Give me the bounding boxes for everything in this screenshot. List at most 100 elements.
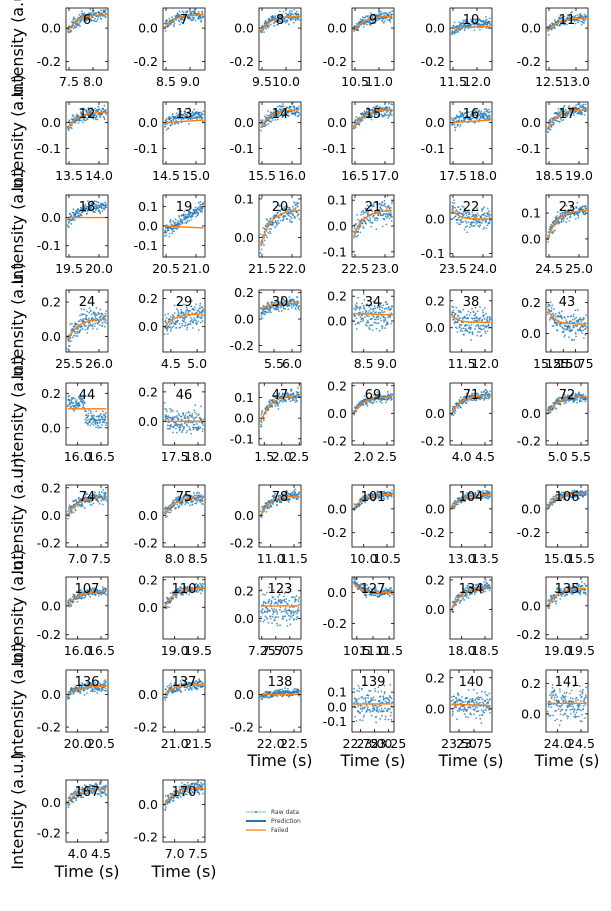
data-point (97, 105, 100, 108)
panel-id-label: 46 (176, 388, 193, 403)
data-point (472, 311, 475, 314)
data-point (193, 426, 195, 429)
data-point (293, 201, 296, 204)
data-point (170, 410, 172, 413)
data-point (191, 412, 194, 415)
data-point (489, 318, 492, 321)
x-tick-label: 26.0 (85, 356, 113, 371)
data-point (367, 315, 370, 318)
data-point (191, 215, 194, 218)
data-point (578, 19, 581, 22)
panel-id-label: 21 (365, 200, 382, 215)
data-point (487, 111, 490, 114)
data-point (297, 307, 300, 310)
data-point (467, 317, 470, 320)
data-point (290, 110, 293, 113)
data-point (460, 218, 463, 221)
data-point (268, 17, 271, 20)
data-point (356, 218, 359, 221)
data-point (163, 401, 166, 404)
data-point (78, 403, 81, 405)
data-point (292, 208, 295, 210)
data-point (474, 312, 477, 315)
data-point (379, 311, 382, 314)
data-point (87, 424, 89, 426)
data-point (482, 311, 484, 314)
data-point (552, 232, 554, 235)
data-point (359, 224, 362, 227)
data-point (479, 317, 482, 319)
x-tick-label: 5.5 (264, 356, 284, 371)
data-point (381, 209, 384, 211)
data-point (179, 326, 182, 329)
data-point (199, 203, 202, 206)
data-point (189, 316, 192, 319)
data-point (292, 298, 295, 301)
data-point (391, 10, 394, 12)
y-tick-label: 0.0 (138, 219, 158, 234)
data-point (384, 319, 387, 322)
data-point (261, 119, 264, 122)
data-point (172, 20, 175, 23)
data-point (79, 326, 82, 329)
panel-id-label: 16 (463, 107, 480, 122)
data-point (456, 321, 459, 324)
data-point (70, 222, 73, 225)
data-point (571, 329, 574, 332)
data-point (297, 202, 300, 205)
data-point (175, 416, 178, 419)
y-tick-label: 0.0 (425, 21, 445, 36)
data-point (549, 305, 551, 307)
panel-id-label: 43 (559, 295, 576, 310)
data-point (353, 307, 356, 310)
x-tick-label: 23.5 (439, 261, 467, 276)
data-point (478, 226, 481, 228)
data-point (294, 19, 297, 22)
data-point (355, 116, 358, 118)
data-point (374, 318, 377, 321)
y-tick-label: -0.2 (230, 54, 254, 69)
data-point (202, 308, 205, 311)
data-point (288, 212, 291, 215)
data-point (357, 228, 360, 230)
data-point (583, 114, 586, 116)
data-point (201, 116, 204, 119)
data-point (73, 397, 76, 400)
data-point (165, 408, 168, 411)
data-point (195, 311, 198, 314)
data-point (298, 218, 301, 220)
data-point (200, 317, 203, 320)
data-point (100, 315, 103, 318)
y-tick-label: -0.1 (37, 141, 61, 156)
data-point (266, 236, 268, 239)
data-point (174, 221, 177, 224)
subplot-6: 7.5 8.00.0-0.26 (37, 7, 109, 89)
data-point (470, 327, 473, 329)
data-point (455, 117, 457, 120)
data-point (384, 205, 387, 208)
data-point (486, 224, 489, 227)
data-point (101, 416, 104, 419)
data-point (276, 221, 278, 224)
data-point (82, 19, 85, 22)
data-point (357, 296, 359, 299)
data-point (201, 320, 204, 322)
data-point (381, 325, 384, 328)
data-point (101, 210, 104, 212)
data-point (101, 113, 104, 115)
x-tick-label: 25.5 (55, 356, 83, 371)
data-point (298, 105, 300, 108)
data-point (78, 13, 81, 16)
y-tick-label: -0.1 (323, 244, 347, 259)
x-tick-label: 18.0 (184, 449, 212, 464)
data-point (167, 313, 170, 315)
data-point (297, 13, 300, 16)
data-point (452, 309, 455, 312)
data-point (464, 315, 466, 318)
data-point (473, 319, 476, 322)
data-point (455, 209, 458, 212)
data-point (101, 424, 103, 426)
data-point (282, 217, 285, 220)
data-point (372, 21, 375, 24)
data-point (353, 227, 356, 230)
